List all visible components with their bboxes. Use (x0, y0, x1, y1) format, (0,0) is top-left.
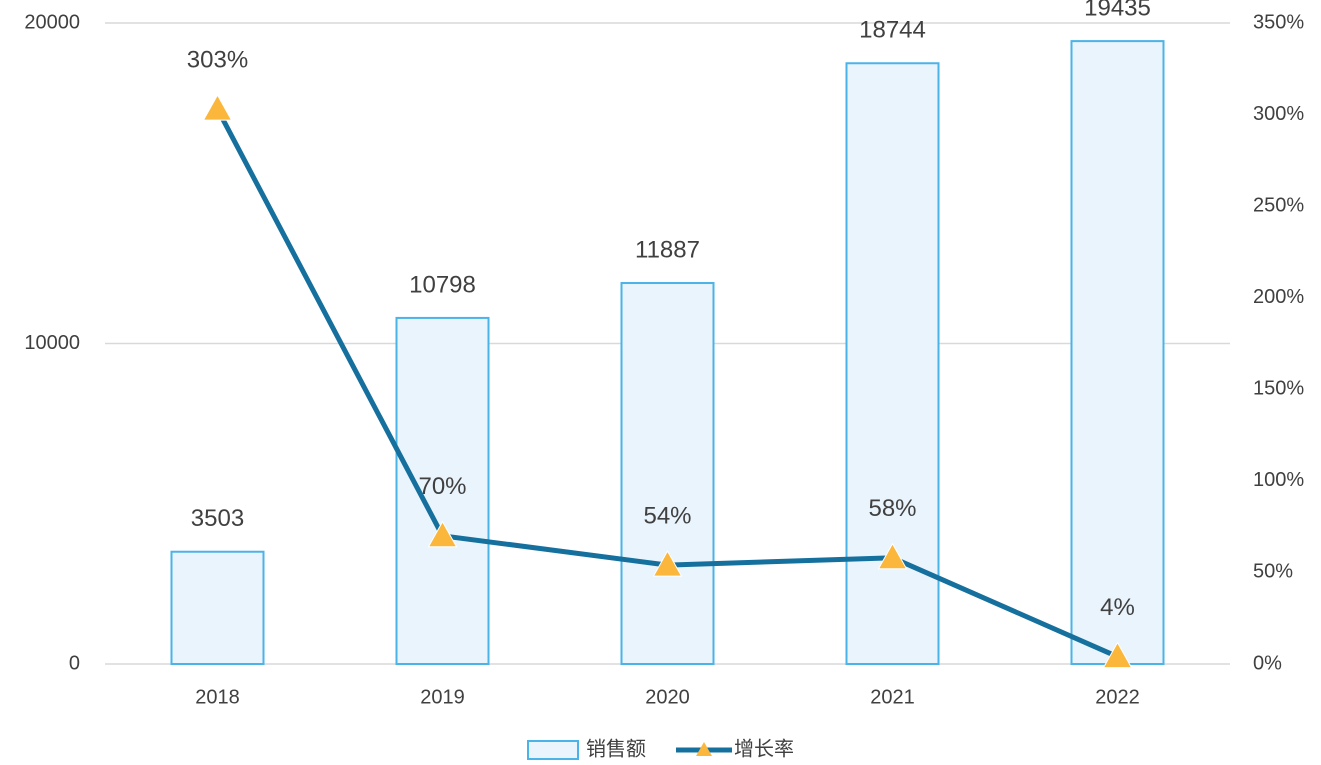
y2-tick-label: 150% (1253, 378, 1304, 400)
bar-value-label: 18744 (859, 17, 926, 44)
line-value-label: 70% (418, 473, 466, 500)
bar (1070, 40, 1165, 665)
line-value-label: 303% (187, 46, 248, 73)
line-value-label: 54% (643, 502, 691, 529)
legend-label: 销售额 (586, 737, 646, 760)
bar (620, 282, 715, 665)
line-marker (877, 542, 908, 570)
bar (395, 316, 490, 665)
y-tick-label: 0 (69, 652, 80, 674)
bar-value-label: 10798 (409, 271, 476, 298)
y2-tick-label: 250% (1253, 194, 1304, 216)
line-marker (202, 94, 233, 121)
x-tick-label: 2019 (420, 686, 465, 708)
y2-tick-label: 300% (1253, 103, 1304, 125)
line-value-label: 58% (868, 495, 916, 522)
x-tick-label: 2021 (870, 686, 915, 708)
y2-tick-label: 100% (1253, 469, 1304, 491)
bar-value-label: 11887 (635, 236, 700, 263)
bar-value-label: 3503 (191, 505, 244, 532)
line-marker (1102, 641, 1133, 669)
bar (170, 550, 265, 665)
y-tick-label: 20000 (24, 11, 80, 33)
x-tick-label: 2018 (195, 686, 240, 708)
bar-value-label: 19435 (1084, 0, 1151, 21)
x-tick-label: 2020 (645, 686, 690, 708)
line-value-label: 4% (1100, 594, 1135, 621)
y2-tick-label: 350% (1253, 11, 1304, 33)
line-marker (652, 550, 683, 577)
y2-tick-label: 200% (1253, 286, 1304, 308)
x-tick-label: 2022 (1095, 686, 1140, 708)
y2-tick-label: 0% (1253, 652, 1282, 674)
y2-tick-label: 50% (1253, 561, 1293, 583)
legend-label: 增长率 (734, 737, 794, 760)
y-tick-label: 10000 (24, 332, 80, 354)
line-marker (427, 520, 458, 548)
legend-marker (696, 742, 712, 756)
legend-swatch (527, 740, 579, 760)
